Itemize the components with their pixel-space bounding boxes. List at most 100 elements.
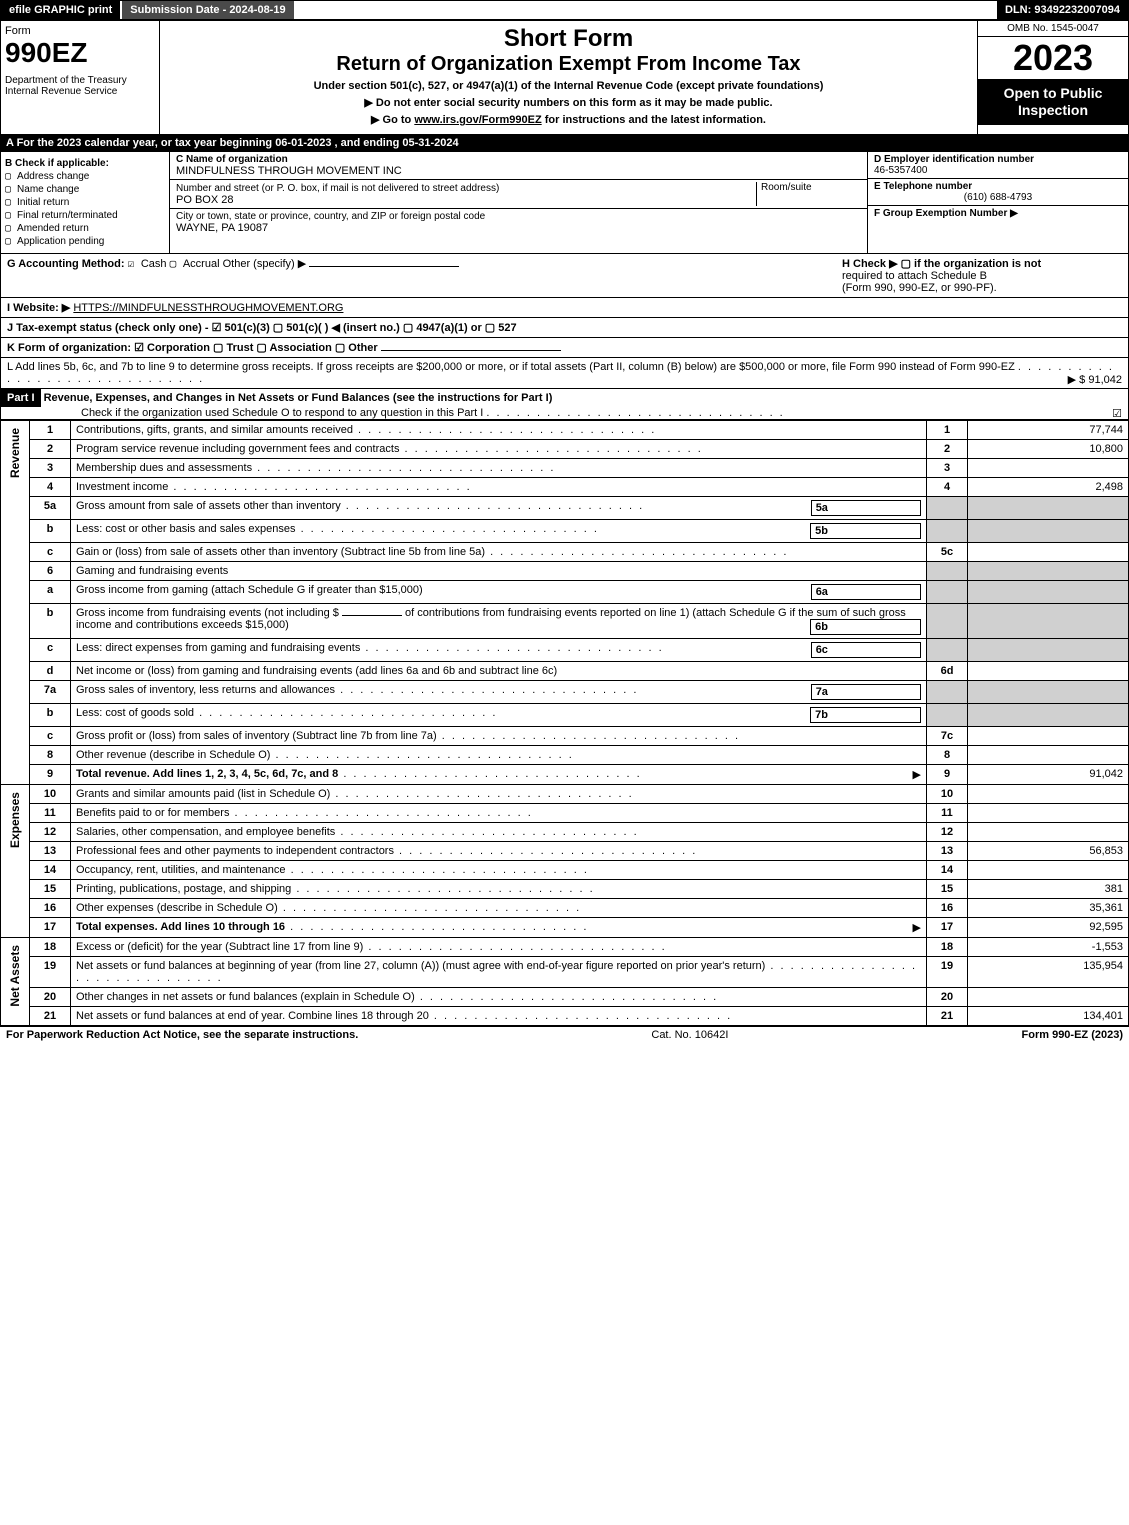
expenses-label: Expenses bbox=[1, 785, 30, 938]
chk-name-change[interactable]: ▢ Name change bbox=[5, 184, 165, 195]
box-7a: 7a bbox=[816, 686, 828, 698]
row-8-num: 8 bbox=[30, 746, 71, 765]
row-17-val: 92,595 bbox=[968, 918, 1129, 938]
row-16-text: Other expenses (describe in Schedule O) bbox=[71, 899, 927, 918]
row-17: 17 Total expenses. Add lines 10 through … bbox=[1, 918, 1129, 938]
row-5c-ref: 5c bbox=[927, 543, 968, 562]
row-6d-text: Net income or (loss) from gaming and fun… bbox=[71, 662, 927, 681]
row-20-num: 20 bbox=[30, 988, 71, 1007]
tel-value: (610) 688-4793 bbox=[874, 192, 1122, 203]
row-13: 13 Professional fees and other payments … bbox=[1, 842, 1129, 861]
row-6-val bbox=[968, 562, 1129, 581]
chk-address-change[interactable]: ▢ Address change bbox=[5, 171, 165, 182]
row-8-ref: 8 bbox=[927, 746, 968, 765]
subtitle: Under section 501(c), 527, or 4947(a)(1)… bbox=[164, 80, 973, 92]
h-line3: (Form 990, 990-EZ, or 990-PF). bbox=[842, 282, 997, 294]
row-18-ref: 18 bbox=[927, 938, 968, 957]
chk-cash[interactable]: ☑ bbox=[128, 257, 141, 270]
row-18-text: Excess or (deficit) for the year (Subtra… bbox=[71, 938, 927, 957]
row-7a: 7a Gross sales of inventory, less return… bbox=[1, 681, 1129, 704]
irs-link[interactable]: www.irs.gov/Form990EZ bbox=[414, 114, 541, 126]
revenue-label: Revenue bbox=[1, 421, 30, 785]
top-bar: efile GRAPHIC print Submission Date - 20… bbox=[0, 0, 1129, 20]
row-1-text: Contributions, gifts, grants, and simila… bbox=[71, 421, 927, 440]
row-3-ref: 3 bbox=[927, 459, 968, 478]
row-12-ref: 12 bbox=[927, 823, 968, 842]
group-exempt-label: F Group Exemption Number ▶ bbox=[874, 208, 1018, 219]
street-row: Number and street (or P. O. box, if mail… bbox=[170, 180, 867, 209]
efile-button[interactable]: efile GRAPHIC print bbox=[1, 1, 122, 19]
row-12: 12 Salaries, other compensation, and emp… bbox=[1, 823, 1129, 842]
row-19-ref: 19 bbox=[927, 957, 968, 988]
part1-table: Revenue 1 Contributions, gifts, grants, … bbox=[0, 420, 1129, 1026]
row-7c-ref: 7c bbox=[927, 727, 968, 746]
ein-value: 46-5357400 bbox=[874, 165, 927, 176]
row-10-val bbox=[968, 785, 1129, 804]
warning-ssn: ▶ Do not enter social security numbers o… bbox=[164, 96, 973, 109]
group-exempt-row: F Group Exemption Number ▶ bbox=[868, 206, 1128, 221]
public-inspection: Open to Public Inspection bbox=[978, 79, 1128, 125]
row-6a: a Gross income from gaming (attach Sched… bbox=[1, 581, 1129, 604]
part1-badge: Part I bbox=[1, 389, 41, 407]
part1-chk[interactable]: ☑ bbox=[1112, 407, 1128, 420]
k-other-input[interactable] bbox=[381, 350, 561, 351]
chk-accrual[interactable]: ▢ bbox=[170, 257, 183, 270]
row-11-val bbox=[968, 804, 1129, 823]
dln-label: DLN: 93492232007094 bbox=[997, 1, 1128, 19]
room-label: Room/suite bbox=[756, 182, 861, 206]
row-6c-num: c bbox=[30, 639, 71, 662]
b-label: B Check if applicable: bbox=[5, 158, 165, 169]
row-15-ref: 15 bbox=[927, 880, 968, 899]
chk-final-return[interactable]: ▢ Final return/terminated bbox=[5, 210, 165, 221]
cash-label: Cash bbox=[141, 258, 167, 270]
row-8-text: Other revenue (describe in Schedule O) bbox=[71, 746, 927, 765]
row-7c-num: c bbox=[30, 727, 71, 746]
row-19-text: Net assets or fund balances at beginning… bbox=[71, 957, 927, 988]
submission-date-button[interactable]: Submission Date - 2024-08-19 bbox=[122, 1, 295, 19]
row-6a-ref bbox=[927, 581, 968, 604]
row-6c-text: Less: direct expenses from gaming and fu… bbox=[71, 639, 927, 662]
chk-app-pending[interactable]: ▢ Application pending bbox=[5, 236, 165, 247]
row-1-ref: 1 bbox=[927, 421, 968, 440]
row-5a-num: 5a bbox=[30, 497, 71, 520]
chk-initial-return[interactable]: ▢ Initial return bbox=[5, 197, 165, 208]
title-return: Return of Organization Exempt From Incom… bbox=[164, 53, 973, 76]
row-5b-num: b bbox=[30, 520, 71, 543]
page-footer: For Paperwork Reduction Act Notice, see … bbox=[0, 1026, 1129, 1043]
row-9: 9 Total revenue. Add lines 1, 2, 3, 4, 5… bbox=[1, 765, 1129, 785]
row-6b-blank[interactable] bbox=[342, 615, 402, 616]
l-text: L Add lines 5b, 6c, and 7b to line 9 to … bbox=[7, 361, 1015, 373]
row-17-ref: 17 bbox=[927, 918, 968, 938]
row-7b-ref bbox=[927, 704, 968, 727]
row-6-num: 6 bbox=[30, 562, 71, 581]
header-left: Form 990EZ Department of the Treasury In… bbox=[1, 21, 160, 134]
chk-amended[interactable]: ▢ Amended return bbox=[5, 223, 165, 234]
row-9-text: Total revenue. Add lines 1, 2, 3, 4, 5c,… bbox=[71, 765, 927, 785]
row-3-num: 3 bbox=[30, 459, 71, 478]
row-6c-val bbox=[968, 639, 1129, 662]
row-20: 20 Other changes in net assets or fund b… bbox=[1, 988, 1129, 1007]
i-label: I Website: ▶ bbox=[7, 302, 70, 314]
line-g-h: G Accounting Method: ☑ Cash ▢ Accrual Ot… bbox=[0, 254, 1129, 298]
row-20-val bbox=[968, 988, 1129, 1007]
part1-sub: Check if the organization used Schedule … bbox=[1, 407, 483, 419]
row-16-ref: 16 bbox=[927, 899, 968, 918]
website-url[interactable]: HTTPS://MINDFULNESSTHROUGHMOVEMENT.ORG bbox=[73, 302, 343, 314]
row-6c-ref bbox=[927, 639, 968, 662]
row-20-ref: 20 bbox=[927, 988, 968, 1007]
street-label: Number and street (or P. O. box, if mail… bbox=[176, 183, 499, 194]
line-k-formorg: K Form of organization: ☑ Corporation ▢ … bbox=[0, 338, 1129, 358]
row-1-num: 1 bbox=[30, 421, 71, 440]
row-6b-text: Gross income from fundraising events (no… bbox=[71, 604, 927, 639]
row-4-text: Investment income bbox=[71, 478, 927, 497]
row-7b-num: b bbox=[30, 704, 71, 727]
row-9-val: 91,042 bbox=[968, 765, 1129, 785]
row-20-text: Other changes in net assets or fund bala… bbox=[71, 988, 927, 1007]
row-7c-val bbox=[968, 727, 1129, 746]
row-16-val: 35,361 bbox=[968, 899, 1129, 918]
accrual-label: Accrual bbox=[183, 258, 220, 270]
arrow-icon: ▶ bbox=[913, 768, 921, 781]
other-input[interactable] bbox=[309, 266, 459, 267]
row-13-ref: 13 bbox=[927, 842, 968, 861]
row-6b-val bbox=[968, 604, 1129, 639]
